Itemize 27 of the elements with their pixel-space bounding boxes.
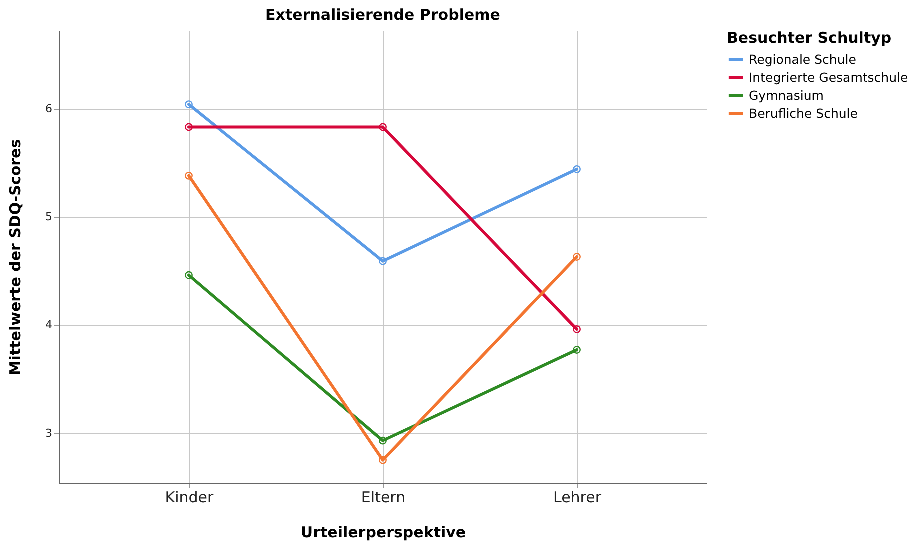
point: [573, 165, 581, 174]
y-axis-title: Mittelwerte der SDQ-Scores: [6, 139, 24, 376]
x-tick-label: Eltern: [361, 488, 406, 506]
x-tick-label: Kinder: [165, 488, 215, 506]
point: [573, 326, 581, 334]
point: [185, 172, 193, 180]
point: [185, 123, 193, 132]
legend-label: Gymnasium: [749, 88, 824, 103]
legend-label: Regionale Schule: [749, 52, 857, 67]
y-tick-label: 5: [46, 210, 52, 224]
point: [379, 123, 387, 132]
legend-title: Besuchter Schultyp: [727, 29, 892, 47]
x-tick-label: Lehrer: [553, 488, 602, 506]
point: [573, 253, 581, 261]
point: [573, 346, 581, 354]
point: [379, 436, 387, 445]
legend-label: Berufliche Schule: [749, 106, 858, 121]
y-tick-label: 6: [46, 102, 52, 116]
chart-title: Externalisierende Probleme: [266, 6, 500, 24]
point: [185, 100, 193, 108]
x-axis-title: Urteilerperspektive: [300, 524, 466, 542]
point: [379, 257, 387, 266]
y-tick-label: 4: [46, 318, 52, 332]
y-tick-label: 3: [46, 426, 52, 440]
legend-label: Integrierte Gesamtschule: [749, 70, 908, 85]
point: [185, 271, 193, 280]
point: [379, 456, 387, 464]
